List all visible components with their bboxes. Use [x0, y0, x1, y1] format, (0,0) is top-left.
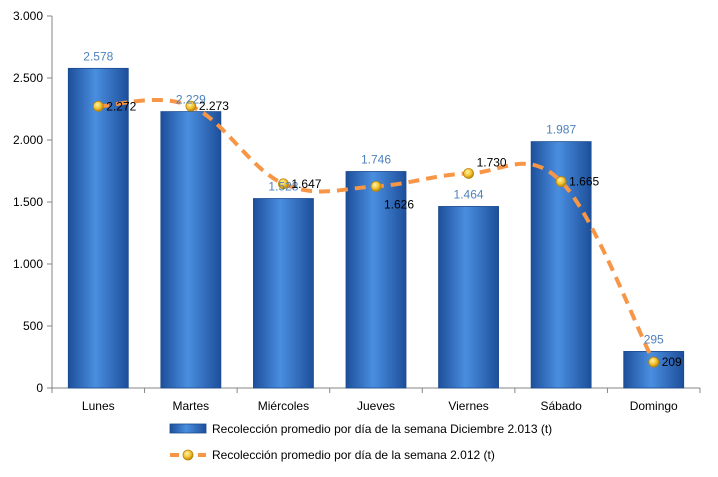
- bar: [345, 171, 407, 389]
- y-tick-label: 2.500: [13, 71, 43, 85]
- axes: 0 500 1.000 1.500 2.000 2.500 3.000: [13, 9, 701, 395]
- x-tick-label: Miércoles: [258, 399, 309, 413]
- line-point: [370, 180, 382, 192]
- line-point: [278, 178, 289, 190]
- bar: [160, 111, 222, 389]
- line-series: [92, 98, 660, 368]
- x-tick-label: Martes: [173, 399, 210, 413]
- line-point: [185, 100, 197, 112]
- line-data-label: 2.272: [106, 99, 136, 113]
- line-data-label: 1.647: [291, 177, 321, 191]
- bar-data-label: 1.464: [454, 187, 484, 201]
- bar-data-label: 1.987: [546, 123, 576, 137]
- legend-line-label: Recolección promedio por día de la seman…: [212, 448, 495, 462]
- y-tick-label: 3.000: [13, 9, 43, 23]
- y-tick-label: 2.000: [13, 133, 43, 147]
- bar: [67, 67, 129, 389]
- bar: [438, 206, 499, 389]
- bar-series: [67, 67, 685, 389]
- line-data-label: 1.730: [477, 155, 507, 169]
- x-tick-label: Sábado: [540, 399, 582, 413]
- bar-data-label: 295: [644, 332, 664, 346]
- line-data-label: 209: [662, 355, 682, 369]
- line-point: [648, 356, 660, 368]
- bar: [253, 198, 314, 389]
- bar-data-label: 1.528: [268, 180, 298, 194]
- line-point: [555, 176, 567, 187]
- line-data-label: 2.273: [199, 99, 229, 113]
- legend-bar-swatch: [169, 423, 207, 434]
- x-tick-label: Jueves: [357, 399, 395, 413]
- line-point: [463, 168, 474, 179]
- x-tick-label: Domingo: [630, 399, 678, 413]
- y-tick-label: 500: [23, 319, 43, 333]
- legend-line-marker: [182, 449, 194, 461]
- bar-data-label: 2.578: [83, 49, 113, 63]
- x-tick-label: Lunes: [82, 399, 115, 413]
- y-tick-label: 0: [36, 381, 43, 395]
- x-tick-labels: Lunes Martes Miércoles Jueves Viernes Sábado D…: [82, 399, 678, 413]
- bar-data-label: 2.229: [176, 93, 206, 107]
- data-labels: 2.578 2.229 1.528 1.746 1.464 1.987 295 2.272 2.…: [83, 49, 682, 369]
- bar-data-label: 1.746: [361, 152, 391, 166]
- line-data-label: 1.665: [569, 175, 599, 189]
- y-tick-label: 1.500: [13, 195, 43, 209]
- legend-bar-label: Recolección promedio por día de la seman…: [212, 422, 552, 436]
- line-data-label: 1.626: [384, 197, 414, 211]
- legend: Recolección promedio por día de la seman…: [169, 422, 552, 462]
- y-tick-label: 1.000: [13, 257, 43, 271]
- line-point: [92, 100, 104, 112]
- x-tick-label: Viernes: [448, 399, 488, 413]
